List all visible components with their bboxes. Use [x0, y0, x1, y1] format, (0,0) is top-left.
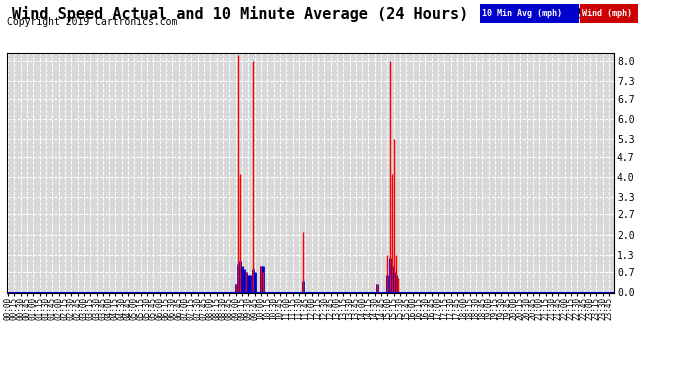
Text: Wind Speed Actual and 10 Minute Average (24 Hours)  (New)  20190513: Wind Speed Actual and 10 Minute Average … [12, 6, 623, 22]
Text: 10 Min Avg (mph): 10 Min Avg (mph) [482, 9, 562, 18]
Text: Copyright 2019 Cartronics.com: Copyright 2019 Cartronics.com [7, 17, 177, 27]
Text: Wind (mph): Wind (mph) [582, 9, 632, 18]
